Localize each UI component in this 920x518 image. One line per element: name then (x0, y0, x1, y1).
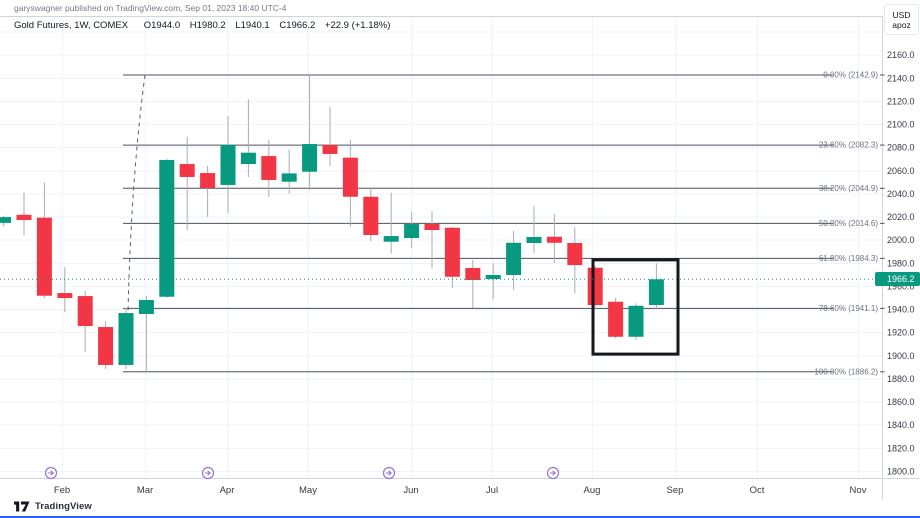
legend-high-value: H1980.2 (189, 20, 226, 31)
candle-body (77, 296, 93, 327)
month-label: Jun (403, 485, 418, 496)
price-tick-label: 2060.0 (887, 166, 915, 176)
month-label: Apr (220, 485, 235, 496)
price-tick-label: 1800.0 (887, 466, 915, 476)
month-label: Oct (750, 485, 765, 496)
candle-body (200, 173, 216, 189)
bottom-accent-bar (0, 516, 920, 518)
candle-body (118, 313, 134, 365)
month-label: Aug (584, 485, 601, 496)
price-tick-label: 1980.0 (887, 258, 915, 268)
price-tick-label: 1820.0 (887, 443, 915, 453)
price-tick-label: 2040.0 (887, 189, 915, 199)
fib-level-label: 23.60% (2082.3) (819, 141, 878, 150)
candle-body (444, 227, 460, 277)
candle-body (16, 214, 32, 220)
legend-symbol-title[interactable]: Gold Futures, 1W, COMEX (14, 20, 129, 31)
price-tick-label: 1960.0 (887, 281, 915, 291)
contract-switch-arrow-icon (549, 470, 557, 476)
price-tick-label: 2140.0 (887, 73, 915, 83)
month-label: Nov (850, 485, 867, 496)
price-tick-label: 2020.0 (887, 212, 915, 222)
candle-body (36, 217, 52, 296)
candle-body (526, 236, 542, 243)
month-label: Feb (54, 485, 70, 496)
candle-body (220, 144, 236, 185)
candle-body (608, 301, 624, 337)
candle-body (240, 152, 256, 165)
candle-body (363, 196, 379, 236)
legend-open-value: O1944.0 (143, 20, 181, 31)
candle-body (567, 242, 583, 266)
legend-close-value: C1966.2 (279, 20, 316, 31)
candle-body (261, 156, 277, 180)
candle-body (179, 164, 195, 177)
fib-level-label: 0.00% (2142.9) (823, 71, 878, 80)
publish-attribution: garyswagner published on TradingView.com… (14, 3, 287, 13)
candle-body (587, 267, 603, 306)
price-tick-label: 1860.0 (887, 397, 915, 407)
price-tick-label: 2120.0 (887, 96, 915, 106)
fib-level-label: 100.00% (1886.2) (814, 367, 878, 376)
tradingview-footer[interactable]: TradingView (13, 501, 92, 512)
month-label: Sep (667, 485, 684, 496)
candle-body (322, 144, 338, 154)
price-tick-label: 2000.0 (887, 235, 915, 245)
last-price-tag: 1966.2 (875, 272, 920, 286)
price-tick-label: 2160.0 (887, 50, 915, 60)
candle-body (628, 305, 644, 337)
price-tick-label: 1920.0 (887, 328, 915, 338)
candle-body (302, 144, 318, 172)
legend-change-value: +22.9 (+1.18%) (324, 20, 391, 31)
candle-body (506, 242, 522, 276)
candle-body (0, 217, 12, 223)
highlight-rectangle[interactable] (591, 258, 680, 356)
candle-body (424, 224, 440, 231)
candle-body (98, 327, 114, 365)
price-tick-label: 1940.0 (887, 305, 915, 315)
candle-body (546, 236, 562, 243)
fib-level-label: 50.00% (2014.6) (819, 219, 878, 228)
price-tick-label: 1880.0 (887, 374, 915, 384)
candle-body (57, 293, 73, 299)
fib-level-label: 38.20% (2044.9) (819, 184, 878, 193)
candle-body (465, 267, 481, 280)
candle-body (648, 279, 664, 305)
unit-measure: apoz (892, 19, 911, 30)
unit-currency: USD (892, 9, 911, 20)
tradingview-brand-text: TradingView (35, 501, 92, 512)
candle-body (281, 173, 297, 182)
candle-body (404, 224, 420, 239)
fib-level-label: 61.80% (1984.3) (819, 254, 878, 263)
legend-low-value: L1940.1 (235, 20, 270, 31)
contract-switch-arrow-icon (204, 470, 212, 476)
month-label: Jul (486, 485, 498, 496)
month-label: Mar (137, 485, 153, 496)
tradingview-logo-icon (14, 501, 30, 512)
price-axis-unit-button[interactable]: USD apoz (884, 4, 919, 35)
price-tick-label: 2100.0 (887, 120, 915, 130)
candle-body (485, 275, 501, 280)
price-tick-label: 1840.0 (887, 420, 915, 430)
fib-level-label: 78.60% (1941.1) (819, 304, 878, 313)
candle-body (138, 299, 154, 314)
contract-switch-arrow-icon (47, 470, 55, 476)
month-label: May (299, 485, 317, 496)
symbol-legend[interactable]: Gold Futures, 1W, COMEX O1944.0 H1980.2 … (14, 20, 390, 31)
contract-switch-arrow-icon (385, 470, 393, 476)
price-tick-label: 2080.0 (887, 143, 915, 153)
candle-body (383, 236, 399, 242)
price-tick-label: 1900.0 (887, 351, 915, 361)
candle-body (159, 159, 175, 297)
fib-anchor-dashed-line[interactable] (127, 74, 146, 314)
candle-body (342, 157, 358, 197)
